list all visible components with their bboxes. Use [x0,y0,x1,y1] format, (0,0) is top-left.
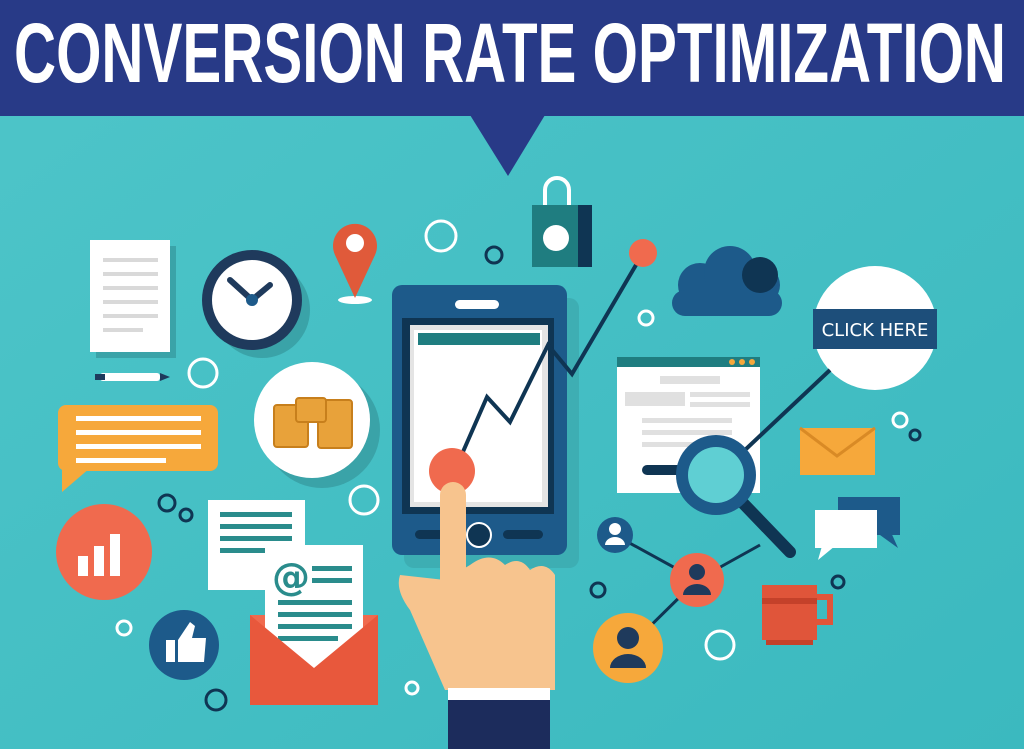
decorative-rings [115,219,922,712]
click-here-label: CLICK HERE [822,320,929,341]
document-icon [90,240,176,358]
map-pin-icon [333,223,377,304]
connector-line [743,368,832,452]
shopping-bag-icon [532,176,592,267]
user-avatar-icon [670,553,724,607]
messages-icon [815,497,900,560]
user-network [593,517,761,683]
coins-icon [254,362,380,488]
phone-icon [392,285,579,568]
title-banner: CONVERSION RATE OPTIMIZATION [0,0,1024,176]
user-avatar-icon [597,517,633,553]
at-symbol: @ [272,555,310,599]
cloud-icon [672,246,782,316]
growth-line [429,239,657,494]
chat-bubble-icon [58,405,218,492]
user-avatar-icon [593,613,663,683]
pen-icon [95,373,170,381]
magnifier-icon [676,435,796,558]
thumbs-up-icon [149,610,219,680]
email-icon: @ [250,545,378,705]
clock-icon [202,250,310,358]
click-here-button[interactable]: CLICK HERE [813,266,937,390]
envelope-icon [799,426,876,475]
page-title: CONVERSION RATE OPTIMIZATION [14,6,1006,100]
banner-pointer [470,115,545,176]
bar-chart-icon [56,504,152,600]
pointing-hand-icon [398,482,555,749]
coffee-mug-icon [762,585,833,645]
